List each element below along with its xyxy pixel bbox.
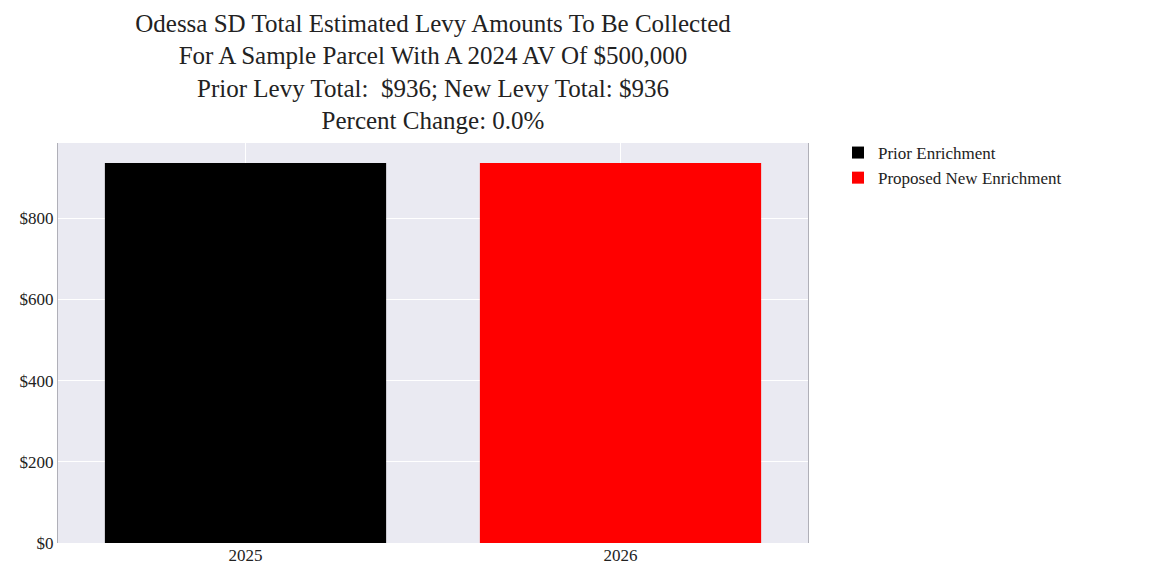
svg-text:$800: $800: [20, 209, 54, 228]
svg-text:$600: $600: [20, 290, 54, 309]
svg-text:Proposed New Enrichment: Proposed New Enrichment: [878, 169, 1061, 188]
svg-text:2026: 2026: [604, 546, 638, 565]
svg-text:$0: $0: [37, 534, 54, 553]
svg-text:$400: $400: [20, 372, 54, 391]
svg-text:2025: 2025: [229, 546, 263, 565]
svg-text:Odessa SD Total Estimated Levy: Odessa SD Total Estimated Levy Amounts T…: [135, 10, 731, 135]
svg-text:$200: $200: [20, 453, 54, 472]
svg-text:Prior Enrichment: Prior Enrichment: [878, 144, 996, 163]
